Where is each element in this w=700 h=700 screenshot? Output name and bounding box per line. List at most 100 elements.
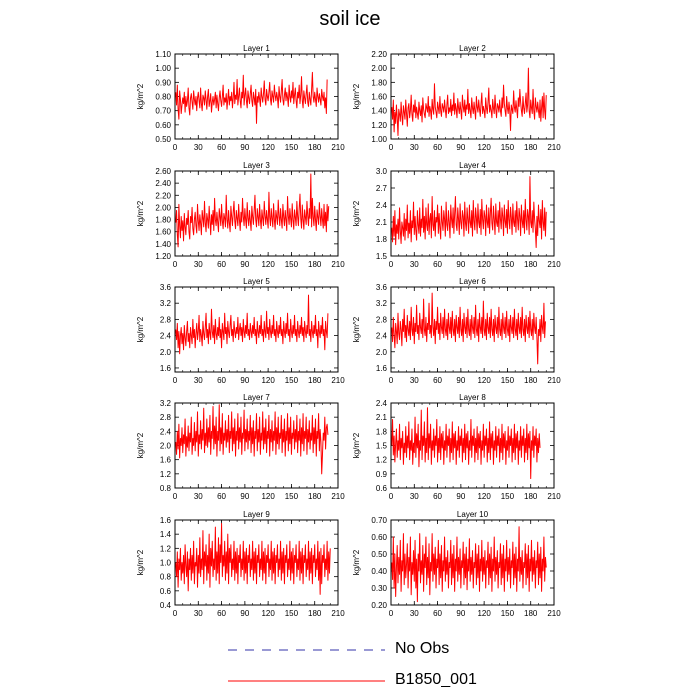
layer-4-ytick-label: 2.7 xyxy=(376,184,388,193)
layer-7-ytick-label: 2.4 xyxy=(160,427,172,436)
layer-9-title: Layer 9 xyxy=(243,510,270,519)
layer-1-ytick-label: 0.90 xyxy=(155,78,171,87)
layer-10-xtick-label: 0 xyxy=(389,609,394,618)
layer-6-xtick-label: 90 xyxy=(456,376,465,385)
layer-6-series-line xyxy=(391,292,546,365)
layer-9-ytick-label: 1.0 xyxy=(160,559,172,568)
layer-6-xtick-label: 30 xyxy=(410,376,419,385)
layer-7-ytick-label: 1.6 xyxy=(160,456,172,465)
layer-1-xtick-label: 180 xyxy=(308,143,322,152)
layer-4-xtick-label: 90 xyxy=(456,260,465,269)
layer-1-ytick-label: 1.00 xyxy=(155,64,171,73)
layer-6-frame xyxy=(390,286,555,373)
layer-10-xtick-label: 30 xyxy=(410,609,419,618)
layer-9-series-line xyxy=(175,523,331,595)
layer-7-ytick-label: 2.0 xyxy=(160,442,172,451)
layer-8-xtick-label: 90 xyxy=(456,492,465,501)
layer-10-ytick-label: 0.30 xyxy=(371,584,387,593)
layer-7-title: Layer 7 xyxy=(243,393,270,402)
layer-2-xtick-label: 180 xyxy=(524,143,538,152)
layer-3-ytick-label: 1.80 xyxy=(155,216,171,225)
layer-2-ytick-label: 1.40 xyxy=(371,107,387,116)
layer-8-xtick-label: 60 xyxy=(433,492,442,501)
layer-3-ytick-label: 1.20 xyxy=(155,252,171,261)
layer-9-ytick-label: 1.2 xyxy=(160,544,172,553)
layer-3-xtick-label: 120 xyxy=(261,260,275,269)
layer-4-title: Layer 4 xyxy=(459,161,486,170)
layer-10-ytick-label: 0.20 xyxy=(371,601,387,610)
layer-4-ytick-label: 1.5 xyxy=(376,252,388,261)
layer-7-ytick-label: 1.2 xyxy=(160,470,172,479)
layer-5-ytick-label: 2.8 xyxy=(160,315,172,324)
layer-7-ytick-label: 2.8 xyxy=(160,413,172,422)
layer-6-xtick-label: 210 xyxy=(547,376,561,385)
layer-7-xtick-label: 90 xyxy=(240,492,249,501)
layer-7-xtick-label: 60 xyxy=(217,492,226,501)
layer-1-xtick-label: 120 xyxy=(261,143,275,152)
layer-4-xtick-label: 120 xyxy=(477,260,491,269)
layer-4-xtick-label: 150 xyxy=(501,260,515,269)
layer-5-ytick-label: 2.0 xyxy=(160,348,172,357)
layer-1-ytick-label: 0.60 xyxy=(155,121,171,130)
layer-4-xtick-label: 0 xyxy=(389,260,394,269)
layer-8-ytick-label: 2.1 xyxy=(376,413,388,422)
layer-4-series-line xyxy=(391,176,547,248)
layer-3-xtick-label: 60 xyxy=(217,260,226,269)
layer-8-xtick-label: 210 xyxy=(547,492,561,501)
layer-7-xtick-label: 0 xyxy=(173,492,178,501)
layer-4-ytick-label: 2.1 xyxy=(376,218,388,227)
layer-6-xtick-label: 150 xyxy=(501,376,515,385)
layer-1-xtick-label: 30 xyxy=(194,143,203,152)
layer-3-xtick-label: 90 xyxy=(240,260,249,269)
layer-4-xtick-label: 30 xyxy=(410,260,419,269)
layer-8-ytick-label: 1.2 xyxy=(376,456,388,465)
layer-5-xtick-label: 150 xyxy=(285,376,299,385)
layer-2-series-line xyxy=(391,67,547,136)
layer-10-xtick-label: 90 xyxy=(456,609,465,618)
layer-3-title: Layer 3 xyxy=(243,161,270,170)
layer-2-xtick-label: 210 xyxy=(547,143,561,152)
layer-9-xtick-label: 90 xyxy=(240,609,249,618)
layer-10-xtick-label: 120 xyxy=(477,609,491,618)
layer-10-xtick-label: 150 xyxy=(501,609,515,618)
layer-9-xtick-label: 60 xyxy=(217,609,226,618)
layer-3-xtick-label: 180 xyxy=(308,260,322,269)
layer-1-ytick-label: 0.50 xyxy=(155,135,171,144)
layer-9-ytick-label: 1.6 xyxy=(160,516,172,525)
layer-8-ytick-label: 0.9 xyxy=(376,470,388,479)
layer-1-ytick-label: 1.10 xyxy=(155,50,171,59)
layer-5-xtick-label: 180 xyxy=(308,376,322,385)
layer-1-series-line xyxy=(175,71,328,124)
layer-6-ytick-label: 2.0 xyxy=(376,348,388,357)
layer-1-xtick-label: 60 xyxy=(217,143,226,152)
layer-4-ytick-label: 3.0 xyxy=(376,167,388,176)
layer-3-ytick-label: 2.00 xyxy=(155,203,171,212)
layer-3-series-line xyxy=(175,173,330,248)
layer-1-xtick-label: 90 xyxy=(240,143,249,152)
layer-3-ytick-label: 2.60 xyxy=(155,167,171,176)
layer-7-ytick-label: 0.8 xyxy=(160,484,172,493)
layer-4-ytick-label: 1.8 xyxy=(376,235,388,244)
layer-7-series-line xyxy=(175,404,329,475)
layer-3-ytick-label: 1.40 xyxy=(155,240,171,249)
layer-5-xtick-label: 120 xyxy=(261,376,275,385)
layer-2-xtick-label: 30 xyxy=(410,143,419,152)
layer-3-frame xyxy=(174,170,339,257)
layer-10-ytick-label: 0.50 xyxy=(371,550,387,559)
layer-4-xtick-label: 180 xyxy=(524,260,538,269)
layer-8-ytick-label: 2.4 xyxy=(376,399,388,408)
layer-1-xtick-label: 150 xyxy=(285,143,299,152)
layer-5-frame xyxy=(174,286,339,373)
layer-8-xtick-label: 150 xyxy=(501,492,515,501)
layer-5-xtick-label: 0 xyxy=(173,376,178,385)
layer-8-ylabel: kg/m^2 xyxy=(352,432,361,458)
layer-2-xtick-label: 120 xyxy=(477,143,491,152)
layer-5-ytick-label: 3.2 xyxy=(160,299,172,308)
layer-3-ytick-label: 2.40 xyxy=(155,179,171,188)
layer-5-series-line xyxy=(175,294,329,355)
layer-9-frame xyxy=(174,519,339,606)
layer-5-ytick-label: 2.4 xyxy=(160,332,172,341)
layer-10-ytick-label: 0.60 xyxy=(371,533,387,542)
layer-6-title: Layer 6 xyxy=(459,277,486,286)
